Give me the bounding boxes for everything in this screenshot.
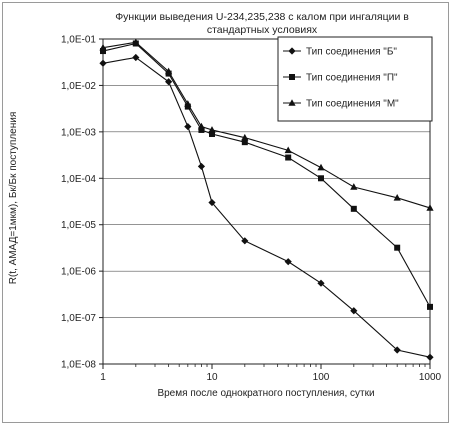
y-axis-label: R(t, АМАД=1мкм), Бк/Бк поступления	[8, 112, 19, 285]
data-point-square	[209, 130, 215, 137]
legend-label: Тип соединения "Б"	[306, 47, 397, 58]
data-point-triangle	[184, 100, 192, 107]
data-point-square	[318, 175, 324, 182]
plot-area	[102, 38, 431, 365]
data-point-square	[241, 139, 248, 146]
series-line-diamond	[102, 56, 431, 358]
x-tick-label: 100	[313, 372, 330, 383]
data-point-triangle	[350, 183, 358, 190]
data-point-diamond	[350, 307, 358, 315]
y-tick-label: 1,0E-06	[61, 267, 96, 278]
data-point-square	[350, 205, 357, 212]
x-axis-label: Время после однократного поступления, су…	[157, 388, 374, 399]
data-point-diamond	[284, 258, 292, 266]
data-point-triangle	[241, 133, 249, 141]
data-point-diamond	[197, 162, 206, 171]
series-line-square	[102, 42, 431, 308]
y-tick-label: 1,0E-01	[61, 35, 96, 46]
series-group	[99, 38, 434, 361]
legend: Тип соединения "Б" Тип соединения "П" Тип …	[277, 36, 433, 122]
data-point-triangle	[99, 43, 107, 51]
data-point-diamond	[426, 353, 434, 361]
x-tick-label: 10	[206, 372, 218, 383]
y-tick-label: 1,0E-02	[61, 81, 96, 92]
data-point-square	[198, 126, 205, 133]
data-point-triangle	[426, 204, 434, 211]
data-point-triangle	[393, 193, 401, 201]
legend-marker-diamond	[288, 47, 296, 55]
legend-label: Тип соединения "П"	[306, 73, 398, 84]
data-point-square	[285, 154, 292, 161]
y-tick-label: 1,0E-05	[61, 220, 96, 231]
axis-ticks: 1,0E-01 1,0E-02 1,0E-03 1,0E-04 1,0E-05 1,0E-…	[61, 35, 442, 384]
chart-title-line-2: стандартных условиях	[207, 24, 318, 36]
data-point-diamond	[99, 59, 107, 67]
legend-box	[277, 36, 433, 122]
y-tick-label: 1,0E-08	[61, 360, 96, 371]
data-point-diamond	[132, 53, 140, 62]
data-point-triangle	[284, 146, 292, 154]
y-tick-label: 1,0E-03	[61, 127, 96, 138]
data-point-square	[394, 244, 401, 251]
legend-marker-triangle	[288, 99, 296, 106]
x-tick-label: 1	[100, 372, 106, 383]
data-point-triangle	[317, 163, 325, 171]
data-point-diamond	[317, 279, 325, 287]
y-tick-label: 1,0E-07	[61, 313, 96, 324]
data-point-square	[427, 303, 433, 310]
data-point-diamond	[165, 78, 173, 86]
data-point-triangle	[208, 126, 216, 133]
data-point-square	[100, 48, 106, 55]
data-point-triangle	[132, 38, 140, 46]
chart-title-line-1: Функции выведения U-234,235,238 с калом …	[115, 11, 409, 23]
y-tick-label: 1,0E-04	[61, 174, 96, 185]
x-tick-label: 1000	[419, 372, 442, 383]
data-point-triangle	[197, 122, 206, 130]
data-point-triangle	[165, 67, 173, 75]
data-point-diamond	[184, 122, 192, 131]
legend-marker-square	[289, 74, 295, 80]
data-point-diamond	[241, 237, 249, 245]
data-point-diamond	[208, 198, 216, 207]
data-point-diamond	[393, 346, 401, 354]
series-line-triangle	[102, 41, 431, 209]
legend-label: Тип соединения "М"	[306, 99, 399, 110]
